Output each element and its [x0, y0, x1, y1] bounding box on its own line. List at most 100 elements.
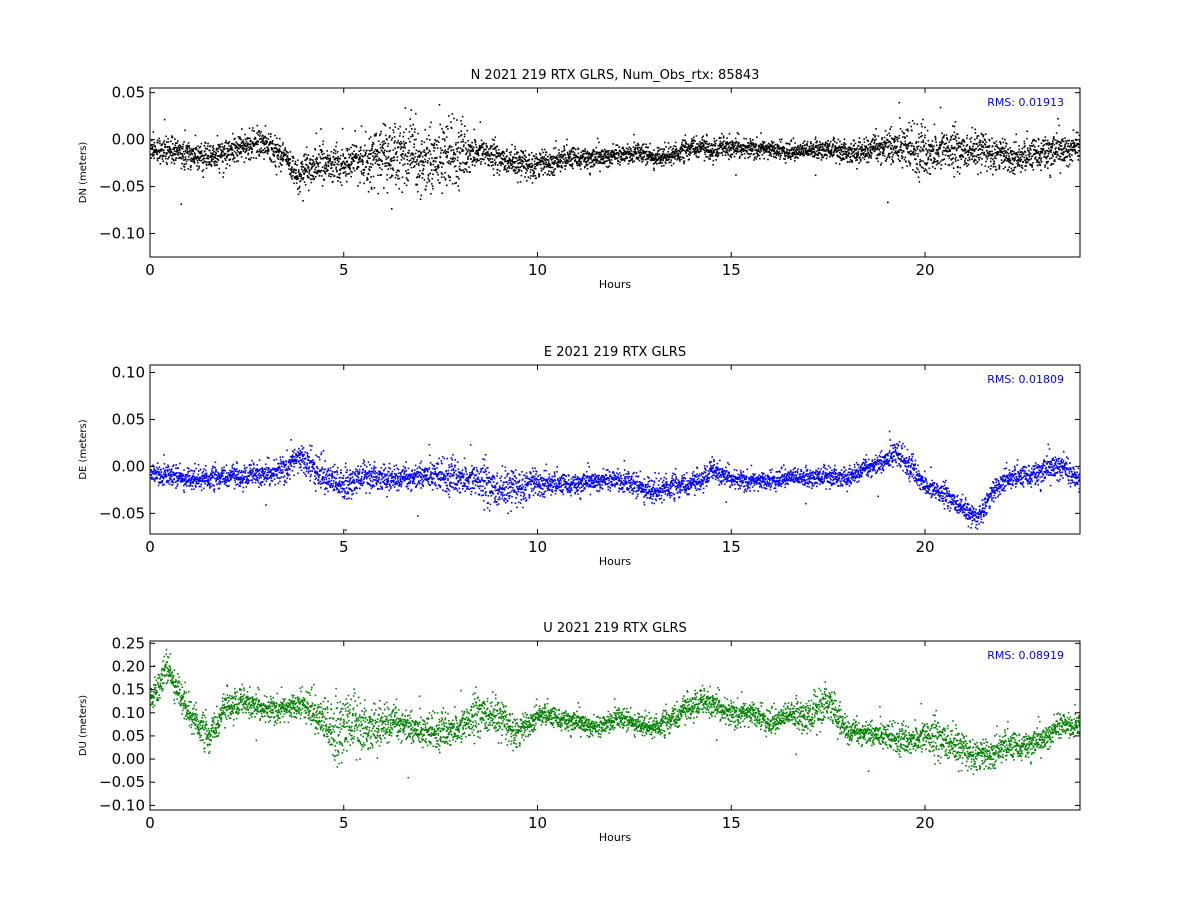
data-point — [934, 137, 937, 139]
data-point — [930, 159, 933, 161]
data-point — [178, 147, 181, 150]
data-point — [828, 156, 831, 158]
data-point — [557, 154, 559, 157]
data-point — [557, 164, 560, 167]
data-point — [244, 151, 247, 154]
data-point — [431, 183, 433, 185]
data-point — [176, 153, 179, 155]
data-point — [552, 155, 555, 158]
data-point — [814, 146, 816, 148]
data-point — [401, 156, 404, 159]
data-point — [559, 153, 562, 156]
data-point — [804, 152, 806, 154]
data-point — [386, 191, 389, 194]
data-point — [1040, 157, 1043, 160]
data-point — [160, 144, 163, 147]
data-point — [264, 150, 267, 152]
data-point — [825, 149, 828, 152]
data-point — [274, 160, 276, 163]
data-point — [218, 144, 220, 147]
data-point — [757, 154, 759, 157]
data-point — [389, 177, 391, 179]
data-point — [1002, 150, 1004, 153]
data-point — [213, 161, 215, 163]
data-point — [199, 157, 202, 159]
data-point — [939, 106, 942, 109]
data-point — [240, 150, 242, 153]
data-point — [210, 155, 212, 157]
data-point — [711, 155, 714, 157]
data-point — [210, 160, 212, 163]
data-point — [400, 154, 403, 157]
data-point — [829, 140, 832, 143]
data-point — [272, 150, 275, 153]
data-point — [956, 143, 959, 145]
data-point — [390, 158, 392, 160]
data-point — [289, 172, 292, 174]
data-point — [1020, 153, 1022, 156]
data-point — [987, 153, 990, 155]
data-point — [778, 145, 780, 147]
data-point — [158, 157, 161, 159]
data-point — [384, 142, 387, 144]
data-point — [201, 158, 204, 161]
data-point — [246, 144, 249, 146]
data-point — [654, 155, 656, 158]
data-point — [593, 164, 596, 166]
data-point — [330, 175, 332, 178]
data-point — [996, 146, 999, 148]
data-point — [736, 150, 739, 153]
data-point — [883, 140, 886, 143]
data-point — [556, 166, 559, 168]
data-point — [700, 147, 703, 149]
data-point — [200, 152, 203, 154]
data-point — [502, 163, 504, 165]
data-point — [304, 168, 306, 170]
data-point — [328, 173, 330, 175]
data-point — [231, 146, 233, 149]
data-point — [742, 147, 745, 150]
data-point — [602, 162, 604, 165]
data-point — [564, 161, 567, 164]
data-point — [924, 134, 926, 137]
data-point — [602, 155, 605, 158]
data-point — [970, 149, 973, 151]
data-point — [303, 181, 306, 183]
data-point — [531, 166, 533, 168]
data-point — [517, 166, 520, 169]
data-point — [448, 160, 450, 162]
data-point — [885, 159, 887, 162]
data-point — [444, 149, 446, 152]
data-point — [423, 141, 426, 144]
data-point — [440, 152, 442, 154]
data-point — [1007, 152, 1010, 155]
data-point — [443, 176, 445, 179]
data-point — [245, 157, 247, 159]
data-point — [223, 145, 226, 147]
data-point — [1021, 155, 1024, 158]
data-point — [756, 155, 758, 158]
data-point — [355, 155, 358, 158]
data-point — [852, 145, 855, 147]
data-point — [406, 178, 409, 181]
data-point — [552, 157, 555, 160]
data-point — [1026, 147, 1029, 150]
data-point — [456, 150, 459, 153]
data-point — [612, 149, 614, 152]
data-point — [475, 143, 477, 146]
data-point — [937, 153, 940, 155]
data-point — [894, 150, 897, 152]
data-point — [740, 153, 743, 156]
data-point — [957, 147, 959, 150]
data-point — [1020, 171, 1022, 173]
data-point — [608, 154, 611, 156]
data-point — [971, 126, 974, 129]
data-point — [315, 160, 318, 163]
data-point — [903, 143, 906, 146]
data-point — [875, 144, 877, 147]
data-point — [341, 127, 344, 130]
data-point — [240, 142, 243, 144]
data-point — [533, 155, 536, 158]
data-point — [1027, 161, 1029, 163]
